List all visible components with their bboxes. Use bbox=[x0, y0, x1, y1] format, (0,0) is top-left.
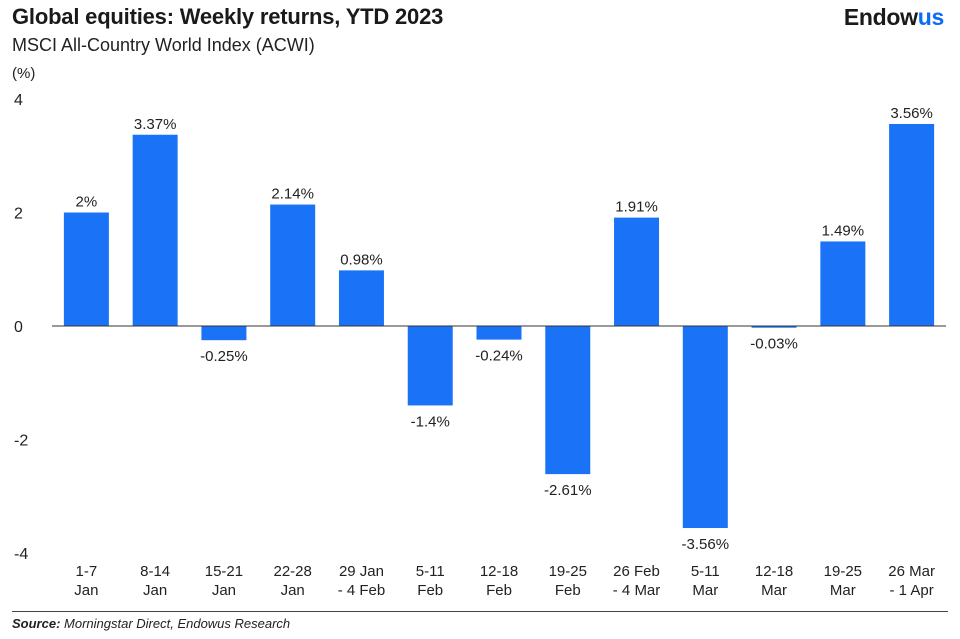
x-tick-label: Jan bbox=[74, 582, 98, 599]
x-tick-label: 26 Feb bbox=[613, 563, 660, 580]
bar bbox=[132, 134, 178, 326]
footer-divider bbox=[12, 611, 948, 612]
source-note: Source: Morningstar Direct, Endowus Rese… bbox=[12, 616, 290, 631]
x-tick-label: Jan bbox=[212, 582, 236, 599]
y-tick-label: -2 bbox=[14, 433, 28, 450]
x-tick-label: 29 Jan bbox=[339, 563, 384, 580]
brand-logo: Endowus bbox=[844, 4, 944, 31]
y-tick-label: -4 bbox=[14, 546, 28, 563]
bar bbox=[614, 217, 660, 326]
chart-subtitle: MSCI All-Country World Index (ACWI) bbox=[12, 35, 315, 55]
x-tick-label: 19-25 bbox=[549, 563, 587, 580]
x-tick-label: Jan bbox=[281, 582, 305, 599]
data-label: 0.98% bbox=[340, 251, 383, 268]
data-label: -0.24% bbox=[475, 348, 523, 365]
x-tick-label: Feb bbox=[555, 582, 581, 599]
x-tick-label: 5-11 bbox=[691, 563, 720, 580]
x-tick-label: 1-7 bbox=[76, 563, 98, 580]
data-label: 3.37% bbox=[134, 116, 177, 133]
bar bbox=[63, 212, 109, 326]
x-tick-label: 8-14 bbox=[140, 563, 170, 580]
source-label: Source: bbox=[12, 616, 61, 631]
bar-chart: (%) 4 2 0 -2 -4 2% 1-7 Jan 3.37% 8-14 Jan -0.25% 15-2… bbox=[12, 65, 946, 599]
y-tick-label: 4 bbox=[14, 92, 23, 109]
bar bbox=[682, 326, 728, 529]
data-label: 3.56% bbox=[890, 105, 933, 122]
data-label: -3.56% bbox=[682, 536, 730, 553]
x-tick-label: 26 Mar bbox=[888, 563, 935, 580]
x-tick-label: 22-28 bbox=[274, 563, 312, 580]
bar bbox=[476, 326, 522, 340]
data-label: 2% bbox=[76, 194, 98, 211]
x-tick-label: Mar bbox=[830, 582, 856, 599]
data-label: -0.03% bbox=[750, 336, 798, 353]
y-tick-label: 2 bbox=[14, 206, 23, 223]
source-text: Morningstar Direct, Endowus Research bbox=[60, 616, 291, 631]
bar bbox=[201, 326, 247, 341]
x-tick-label: 19-25 bbox=[824, 563, 862, 580]
bar bbox=[338, 270, 384, 326]
logo-main-text: Endow bbox=[843, 4, 918, 30]
x-tick-label: - 4 Mar bbox=[613, 582, 661, 599]
bar bbox=[545, 326, 591, 475]
x-tick-label: Mar bbox=[761, 582, 787, 599]
data-label: 2.14% bbox=[271, 186, 314, 203]
y-tick-label: 0 bbox=[14, 319, 23, 336]
data-label: -0.25% bbox=[200, 348, 248, 365]
x-tick-label: Mar bbox=[692, 582, 718, 599]
bar bbox=[407, 326, 453, 406]
logo-accent-text: us bbox=[917, 4, 945, 30]
x-tick-label: Jan bbox=[143, 582, 167, 599]
x-tick-label: 15-21 bbox=[205, 563, 243, 580]
y-axis-label: (%) bbox=[12, 65, 35, 82]
x-tick-label: - 4 Feb bbox=[338, 582, 386, 599]
x-tick-label: 5-11 bbox=[416, 563, 445, 580]
bar bbox=[820, 241, 866, 326]
chart-title: Global equities: Weekly returns, YTD 202… bbox=[12, 4, 444, 29]
x-tick-label: 12-18 bbox=[755, 563, 793, 580]
data-label: 1.91% bbox=[615, 199, 658, 216]
x-tick-label: - 1 Apr bbox=[890, 582, 934, 599]
data-label: -1.4% bbox=[411, 413, 450, 430]
x-tick-label: Feb bbox=[417, 582, 443, 599]
bar bbox=[889, 123, 935, 326]
x-tick-label: Feb bbox=[486, 582, 512, 599]
data-label: 1.49% bbox=[822, 222, 865, 239]
x-tick-label: 12-18 bbox=[480, 563, 518, 580]
data-label: -2.61% bbox=[544, 482, 592, 499]
bar bbox=[270, 204, 316, 326]
bar bbox=[751, 326, 797, 328]
